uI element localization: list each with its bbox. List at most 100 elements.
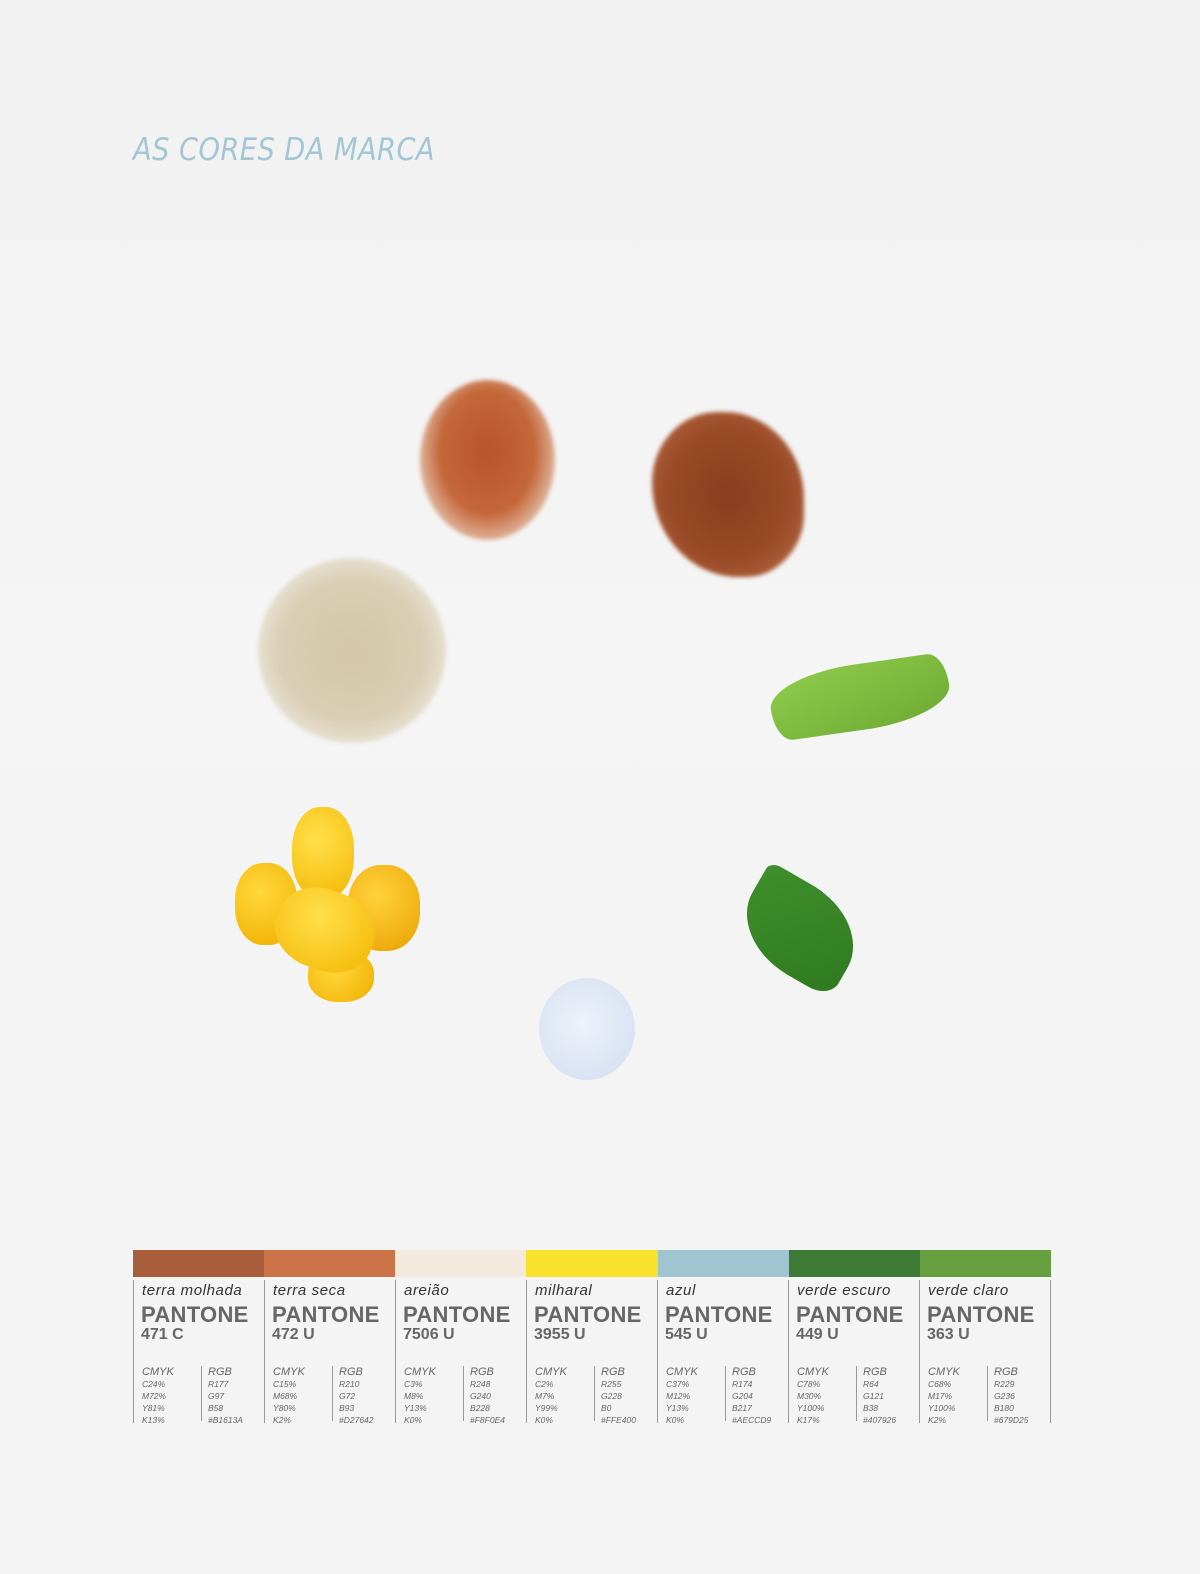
rgb-value: R64 [863, 1379, 879, 1389]
color-spec-column: terra molhada PANTONE 471 C CMYK C24% M72%… [133, 1280, 264, 1426]
color-spec-column: areião PANTONE 7506 U CMYK C3% M8% Y13% K0% R… [395, 1280, 526, 1426]
swatch-milharal [526, 1250, 658, 1277]
pantone-label: PANTONE [927, 1302, 1035, 1327]
areiao-sand-image [258, 558, 446, 743]
verde-claro-leaf-image [766, 651, 954, 743]
rgb-label: RGB [732, 1366, 756, 1378]
cmyk-values: CMYK C37% M12% Y13% K0% [666, 1366, 698, 1426]
cmyk-value: Y13% [404, 1403, 427, 1413]
pantone-label: PANTONE [141, 1302, 249, 1327]
pantone-label: PANTONE [534, 1302, 642, 1327]
rgb-value: B38 [863, 1403, 879, 1413]
cmyk-label: CMYK [535, 1366, 567, 1378]
color-spec-list: terra molhada PANTONE 471 C CMYK C24% M72%… [133, 1280, 1051, 1426]
rgb-value: B0 [601, 1403, 612, 1413]
rgb-values: RGB R174 G204 B217 #AECCD9 [724, 1366, 771, 1426]
color-name: azul [666, 1282, 696, 1299]
cmyk-values: CMYK C68% M17% Y100% K2% [928, 1366, 960, 1426]
rgb-label: RGB [994, 1366, 1018, 1378]
cmyk-label: CMYK [404, 1366, 436, 1378]
swatch-azul [657, 1250, 789, 1277]
rgb-label: RGB [339, 1366, 363, 1378]
rgb-value: G240 [470, 1391, 491, 1401]
milharal-corn-image [230, 805, 430, 1005]
swatch-terra-molhada [133, 1250, 265, 1277]
rgb-value: #FFE400 [601, 1415, 636, 1425]
cmyk-value: K13% [142, 1415, 165, 1425]
cmyk-value: C68% [928, 1379, 952, 1389]
swatch-verde-claro [919, 1250, 1051, 1277]
cmyk-label: CMYK [273, 1366, 305, 1378]
pantone-code: 363 U [927, 1326, 970, 1343]
cmyk-value: Y99% [535, 1403, 558, 1413]
swatch-terra-seca [264, 1250, 396, 1277]
cmyk-value: C2% [535, 1379, 554, 1389]
cmyk-value: C78% [797, 1379, 821, 1389]
cmyk-values: CMYK C24% M72% Y81% K13% [142, 1366, 174, 1426]
rgb-values: RGB R255 G228 B0 #FFE400 [594, 1366, 636, 1426]
cmyk-value: Y80% [273, 1403, 296, 1413]
rgb-label: RGB [863, 1366, 887, 1378]
rgb-value: B93 [339, 1403, 355, 1413]
swatch-areiao [395, 1250, 527, 1277]
rgb-label: RGB [470, 1366, 494, 1378]
pantone-code: 545 U [665, 1326, 708, 1343]
rgb-values: RGB R248 G240 B228 #F8F0E4 [463, 1366, 505, 1426]
rgb-value: #F8F0E4 [470, 1415, 505, 1425]
cmyk-value: Y100% [797, 1403, 825, 1413]
cmyk-value: M68% [273, 1391, 298, 1401]
pantone-code: 449 U [796, 1326, 839, 1343]
cmyk-values: CMYK C3% M8% Y13% K0% [404, 1366, 436, 1426]
pantone-code: 7506 U [403, 1326, 455, 1343]
cmyk-label: CMYK [797, 1366, 829, 1378]
rgb-value: #407926 [863, 1415, 897, 1425]
cmyk-label: CMYK [928, 1366, 960, 1378]
rgb-value: G97 [208, 1391, 225, 1401]
rgb-value: G204 [732, 1391, 753, 1401]
rgb-value: G121 [863, 1391, 884, 1401]
terra-seca-powder-image [420, 380, 555, 540]
pantone-label: PANTONE [403, 1302, 511, 1327]
cmyk-value: C3% [404, 1379, 423, 1389]
color-name: verde claro [928, 1282, 1009, 1299]
rgb-values: RGB R210 G72 B93 #D27642 [332, 1366, 374, 1426]
rgb-label: RGB [601, 1366, 625, 1378]
cmyk-value: K0% [535, 1415, 553, 1425]
rgb-value: R255 [601, 1379, 622, 1389]
cmyk-value: K2% [273, 1415, 291, 1425]
rgb-values: RGB R229 G236 B180 #679D25 [987, 1366, 1029, 1426]
color-name: areião [404, 1282, 450, 1299]
rgb-values: RGB R64 G121 B38 #407926 [855, 1366, 897, 1426]
cmyk-label: CMYK [142, 1366, 174, 1378]
rgb-value: R210 [339, 1379, 360, 1389]
cmyk-value: C37% [666, 1379, 690, 1389]
color-spec-column: verde escuro PANTONE 449 U CMYK C78% M30% Y… [788, 1280, 919, 1426]
cmyk-values: CMYK C15% M68% Y80% K2% [273, 1366, 305, 1426]
cmyk-value: M8% [404, 1391, 424, 1401]
cmyk-value: K2% [928, 1415, 946, 1425]
pantone-code: 472 U [272, 1326, 315, 1343]
pantone-code: 471 C [141, 1326, 184, 1343]
color-spec-column: verde claro PANTONE 363 U CMYK C68% M17% Y1… [919, 1280, 1051, 1426]
cmyk-values: CMYK C78% M30% Y100% K17% [797, 1366, 829, 1426]
rgb-value: R248 [470, 1379, 491, 1389]
azul-paint-image [539, 978, 635, 1080]
color-swatch-bar [133, 1250, 1051, 1277]
cmyk-value: C15% [273, 1379, 297, 1389]
rgb-label: RGB [208, 1366, 232, 1378]
rgb-value: B180 [994, 1403, 1014, 1413]
swatch-verde-escuro [788, 1250, 920, 1277]
color-name: milharal [535, 1282, 593, 1299]
color-name: terra seca [273, 1282, 346, 1299]
cmyk-value: M12% [666, 1391, 691, 1401]
rgb-values: RGB R177 G97 B58 #B1613A [201, 1366, 243, 1426]
rgb-value: R229 [994, 1379, 1015, 1389]
pantone-code: 3955 U [534, 1326, 586, 1343]
color-spec-column: azul PANTONE 545 U CMYK C37% M12% Y13% K0% RG… [657, 1280, 788, 1426]
color-name: verde escuro [797, 1282, 891, 1299]
rgb-value: #B1613A [208, 1415, 243, 1425]
cmyk-value: K17% [797, 1415, 820, 1425]
cmyk-values: CMYK C2% M7% Y99% K0% [535, 1366, 567, 1426]
rgb-value: R174 [732, 1379, 753, 1389]
cmyk-value: K0% [666, 1415, 684, 1425]
